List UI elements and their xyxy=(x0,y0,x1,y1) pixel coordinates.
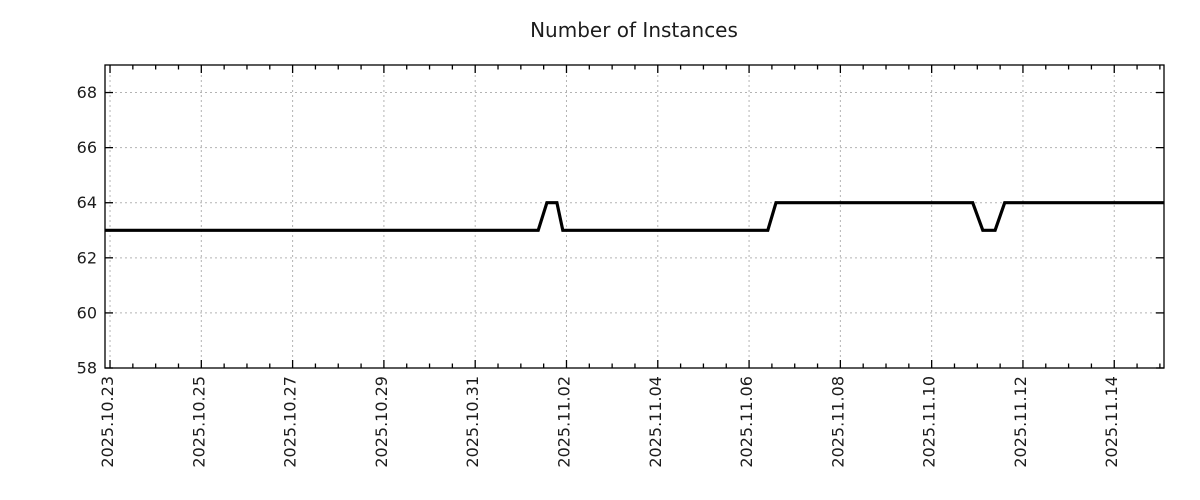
x-tick-label: 2025.11.08 xyxy=(828,376,847,468)
x-tick-label: 2025.11.02 xyxy=(554,376,573,468)
x-tick-label: 2025.11.14 xyxy=(1102,376,1121,468)
x-tick-label: 2025.10.23 xyxy=(98,376,117,468)
x-tick-label: 2025.10.31 xyxy=(463,376,482,468)
y-tick-label: 68 xyxy=(77,83,97,102)
x-tick-label: 2025.10.25 xyxy=(189,376,208,468)
y-tick-label: 64 xyxy=(77,193,97,212)
series-line xyxy=(105,201,1164,232)
x-tick-label: 2025.11.10 xyxy=(920,376,939,468)
y-tick-label: 66 xyxy=(77,138,97,157)
x-tick-label: 2025.10.29 xyxy=(372,376,391,468)
x-tick-label: 2025.10.27 xyxy=(281,376,300,468)
y-tick-label: 62 xyxy=(77,248,97,267)
y-tick-label: 58 xyxy=(77,359,97,378)
x-tick-label: 2025.11.12 xyxy=(1011,376,1030,468)
x-tick-label: 2025.11.04 xyxy=(646,376,665,468)
y-tick-label: 60 xyxy=(77,303,97,322)
x-tick-label: 2025.11.06 xyxy=(737,376,756,468)
plot-border xyxy=(104,64,1165,369)
chart-title: Number of Instances xyxy=(530,18,738,42)
